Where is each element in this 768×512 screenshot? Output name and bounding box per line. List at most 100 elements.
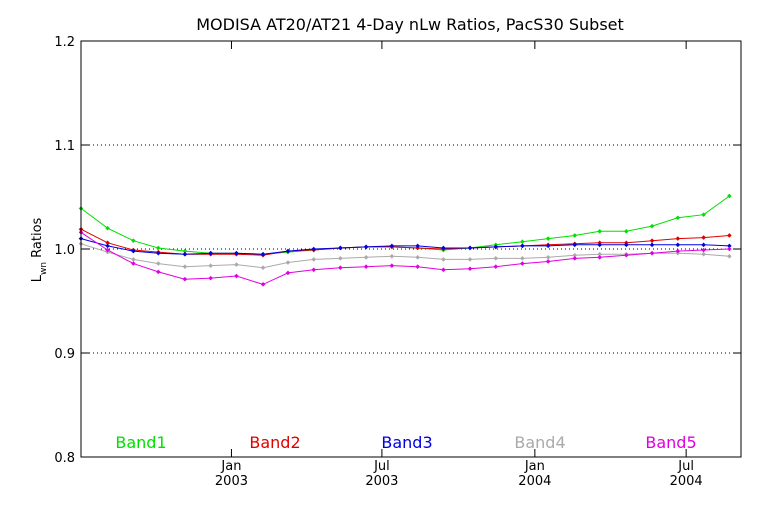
legend-entry-band1: Band1 xyxy=(115,433,166,452)
data-point-band5 xyxy=(649,250,655,256)
y-tick-label: 0.8 xyxy=(54,451,75,466)
axis-ticks: 0.80.91.01.11.2Jan2003Jul2003Jan2004Jul2… xyxy=(54,35,741,489)
data-point-band1 xyxy=(701,212,706,217)
data-point-band3 xyxy=(545,243,551,249)
data-point-band3 xyxy=(156,250,161,256)
x-tick-label-month: Jul xyxy=(373,459,390,474)
series-line-band3 xyxy=(80,238,730,255)
data-point-band5 xyxy=(208,275,213,281)
data-point-band2 xyxy=(701,235,706,240)
data-point-band1 xyxy=(545,236,551,241)
data-point-band3 xyxy=(623,242,629,248)
data-point-band3 xyxy=(208,250,213,256)
legend-entry-band5: Band5 xyxy=(645,433,696,452)
data-point-band1 xyxy=(572,233,578,238)
data-point-band3 xyxy=(675,242,681,248)
data-point-band4 xyxy=(156,261,161,266)
chart-title: MODISA AT20/AT21 4-Day nLw Ratios, PacS3… xyxy=(196,15,624,34)
y-tick-label: 1.0 xyxy=(54,243,75,258)
data-point-band3 xyxy=(338,245,343,251)
data-point-band5 xyxy=(727,246,732,252)
data-point-band1 xyxy=(675,215,681,221)
data-point-band5 xyxy=(545,259,551,264)
data-point-band4 xyxy=(415,255,420,260)
data-point-band5 xyxy=(182,276,188,282)
y-axis-label-main: L xyxy=(30,274,45,282)
legend-entry-band4: Band4 xyxy=(514,433,565,452)
x-tick-label-year: 2004 xyxy=(518,474,551,489)
data-point-band5 xyxy=(156,269,161,275)
data-point-band1 xyxy=(727,193,732,199)
legend-entry-band3: Band3 xyxy=(381,433,432,452)
x-tick-label-year: 2004 xyxy=(670,474,703,489)
data-point-band1 xyxy=(105,225,110,231)
data-point-band5 xyxy=(363,264,369,269)
data-point-band5 xyxy=(520,261,525,266)
data-point-band1 xyxy=(156,245,161,251)
legend: Band1 Band2 Band3 Band4 Band5 xyxy=(115,433,696,452)
data-point-band1 xyxy=(131,238,136,243)
data-point-band4 xyxy=(467,257,473,262)
data-point-band5 xyxy=(572,256,578,261)
data-point-band3 xyxy=(389,243,395,249)
legend-entry-band2: Band2 xyxy=(249,433,300,452)
data-point-band4 xyxy=(285,260,291,265)
x-tick-label-month: Jan xyxy=(524,459,545,474)
data-point-band5 xyxy=(467,266,473,272)
series-line-band5 xyxy=(80,231,730,285)
data-point-band4 xyxy=(311,257,317,262)
data-point-band3 xyxy=(311,246,317,252)
data-point-band4 xyxy=(363,255,369,260)
data-point-band5 xyxy=(311,267,317,273)
data-point-band5 xyxy=(597,255,602,260)
series-line-band4 xyxy=(80,243,730,269)
y-axis-label-rest: Ratios xyxy=(30,217,45,262)
data-point-band4 xyxy=(131,257,136,262)
data-point-band3 xyxy=(182,251,188,257)
data-point-band3 xyxy=(234,250,239,256)
data-point-band4 xyxy=(260,265,266,271)
y-tick-label: 1.2 xyxy=(54,35,75,50)
data-point-band3 xyxy=(415,243,420,249)
y-tick-label: 1.1 xyxy=(54,139,75,154)
data-point-band2 xyxy=(727,233,732,238)
data-point-band3 xyxy=(649,242,655,248)
y-axis-label-subscript: wn xyxy=(39,262,49,275)
data-point-band3 xyxy=(493,244,499,250)
data-point-band3 xyxy=(520,243,525,249)
data-point-band3 xyxy=(131,248,136,254)
data-point-band5 xyxy=(260,282,266,287)
series-layer xyxy=(78,193,732,287)
data-point-band1 xyxy=(649,223,655,229)
data-point-band4 xyxy=(208,263,213,268)
data-point-band5 xyxy=(441,267,446,273)
data-point-band5 xyxy=(131,261,136,266)
data-point-band5 xyxy=(675,248,681,254)
data-point-band1 xyxy=(597,229,602,234)
data-point-band4 xyxy=(441,257,446,262)
data-point-band4 xyxy=(572,252,578,258)
data-point-band3 xyxy=(260,251,266,257)
data-point-band4 xyxy=(545,255,551,260)
data-point-band4 xyxy=(389,253,395,259)
data-point-band4 xyxy=(727,253,732,259)
data-point-band3 xyxy=(467,245,473,251)
y-tick-label: 0.9 xyxy=(54,347,75,362)
data-point-band3 xyxy=(572,242,578,248)
data-point-band5 xyxy=(338,265,343,271)
data-point-band2 xyxy=(105,240,110,246)
data-point-band3 xyxy=(105,243,110,249)
data-point-band3 xyxy=(597,242,602,248)
data-point-band2 xyxy=(675,236,681,241)
data-point-band5 xyxy=(234,273,239,279)
y-axis-label: Lwn Ratios xyxy=(30,217,49,282)
x-tick-label-month: Jan xyxy=(220,459,241,474)
data-point-band4 xyxy=(520,256,525,261)
x-tick-label-year: 2003 xyxy=(365,474,398,489)
data-point-band4 xyxy=(338,256,343,261)
data-point-band5 xyxy=(285,270,291,276)
data-point-band3 xyxy=(363,244,369,250)
data-point-band3 xyxy=(441,245,446,251)
